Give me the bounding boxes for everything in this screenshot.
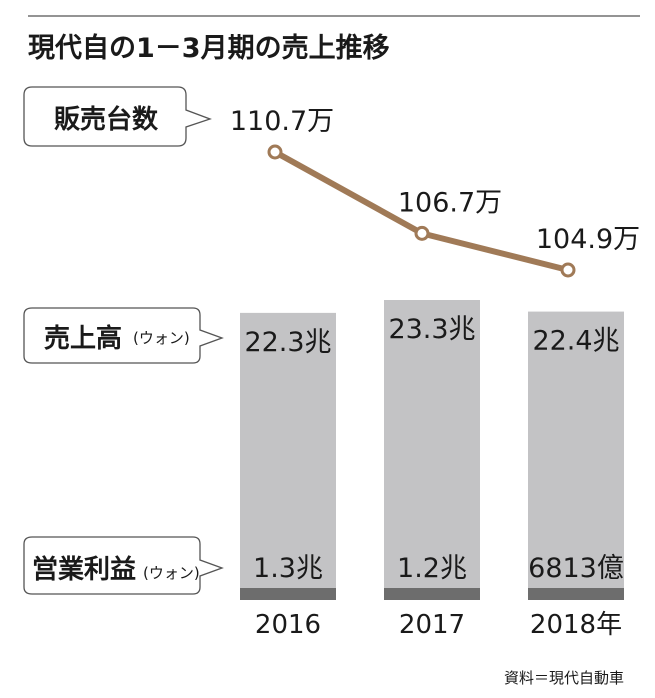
callout-box — [23, 536, 224, 595]
revenue-value-label: 23.3兆 — [388, 314, 475, 345]
revenue-value-label: 22.3兆 — [244, 327, 331, 358]
revenue-bar — [528, 311, 624, 600]
operating-profit-value-label: 1.2兆 — [397, 553, 467, 584]
callout-units-sold: 販売台数 — [23, 86, 212, 147]
units-sold-value-label: 110.7万 — [230, 106, 334, 137]
operating-profit-bar — [384, 588, 480, 600]
x-tick-label: 2018年 — [530, 610, 622, 640]
units-sold-value-label: 104.9万 — [536, 224, 640, 255]
units-sold-line — [267, 144, 576, 278]
revenue-bars — [240, 300, 624, 600]
operating-profit-value-label: 1.3兆 — [253, 553, 323, 584]
revenue-value-label: 22.4兆 — [532, 326, 619, 357]
source-note: 資料＝現代自動車 — [504, 669, 624, 687]
revenue-bar — [384, 300, 480, 600]
units-sold-point — [414, 225, 430, 241]
callout-operating-profit-label: 営業利益 — [32, 555, 136, 585]
callout-revenue-label: 売上高 — [44, 323, 122, 354]
callout-units-sold-label: 販売台数 — [54, 104, 159, 135]
x-tick-label: 2016 — [255, 610, 321, 640]
revenue-bar — [240, 312, 336, 600]
chart-title: 現代自の1－3月期の売上推移 — [28, 32, 390, 64]
units-sold-point — [267, 144, 283, 160]
operating-profit-bar — [240, 588, 336, 600]
callout-box — [23, 307, 224, 364]
x-tick-label: 2017 — [399, 610, 465, 640]
callout-box — [23, 86, 212, 147]
units-sold-value-label: 106.7万 — [398, 187, 502, 218]
callout-operating-profit-unit: (ウォン) — [143, 564, 200, 582]
operating-profit-bar — [528, 588, 624, 600]
units-sold-point — [560, 262, 576, 278]
callout-operating-profit: 営業利益 (ウォン) — [23, 536, 224, 595]
operating-profit-value-label: 6813億 — [528, 553, 624, 584]
callout-revenue: 売上高 (ウォン) — [23, 307, 224, 364]
value-labels: 22.3兆 1.3兆 2016 23.3兆 1.2兆 2017 22.4兆 6813億 2018… — [230, 106, 640, 640]
callout-revenue-unit: (ウォン) — [133, 329, 190, 347]
